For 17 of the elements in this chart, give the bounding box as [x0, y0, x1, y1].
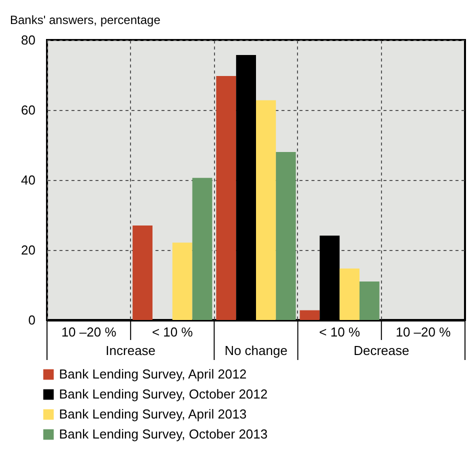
x-tick-label: < 10 %: [319, 324, 360, 340]
text: Increase: [106, 343, 156, 358]
text: Decrease: [354, 343, 410, 358]
x-tick-label: 10 –20 %: [61, 324, 117, 340]
legend-label: Bank Lending Survey, April 2012: [59, 366, 247, 382]
text: No change: [224, 343, 288, 358]
legend-label: Bank Lending Survey, October 2012: [59, 386, 268, 402]
legend-label: Bank Lending Survey, October 2013: [59, 426, 268, 442]
x-tick-label: < 10 %: [152, 324, 194, 340]
y-tick-label: 60: [21, 102, 36, 118]
x-tick-label: 10 –20 %: [396, 324, 452, 340]
y-tick-label: 20: [21, 242, 36, 258]
y-tick-label: 0: [28, 312, 36, 328]
y-tick-label: 40: [21, 172, 36, 188]
y-tick-label: 80: [21, 32, 36, 48]
y-axis-title: Banks' answers, percentage: [10, 13, 161, 27]
legend-label: Bank Lending Survey, April 2013: [59, 406, 247, 422]
